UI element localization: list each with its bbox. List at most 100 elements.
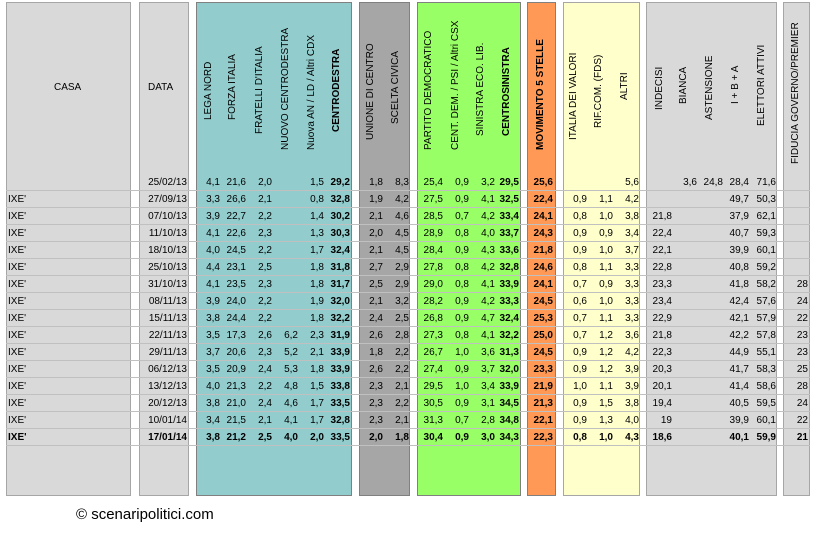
table-cell [672,361,697,378]
table-cell: 3,9 [206,296,220,307]
header-casa: CASA [54,82,82,93]
header-fratelli-italia: FRATELLI D'ITALIA [254,46,265,134]
centro-panel [359,2,410,496]
table-cell: 28,2 [423,296,443,307]
table-cell: 33,8 [330,381,350,392]
table-cell: 2,5 [395,313,409,324]
header-sel: SINISTRA ECO. LIB. [475,42,486,136]
table-cell: 59,9 [756,432,776,443]
table-cell: 40,5 [729,398,749,409]
table-cell: 3,8 [625,211,639,222]
table-cell: 2,1 [369,245,383,256]
table-cell: 4,2 [481,262,495,273]
table-cell: 0,8 [573,432,587,443]
table-cell: 22,8 [652,262,672,273]
table-cell: 2,0 [369,228,383,239]
table-row: IXE' 20/12/13 3,8 21,0 2,4 4,6 1,7 33,5 2,3 2,2 30… [0,395,830,412]
table-cell: 24,1 [533,279,553,290]
header-indecisi: INDECISI [654,66,665,110]
table-cell: 23,3 [652,279,672,290]
table-cell: 4,0 [625,415,639,426]
row-separator [6,428,810,429]
table-cell: 3,9 [206,211,220,222]
table-cell: 2,3 [369,398,383,409]
table-cell: 1,5 [599,398,613,409]
table-cell: 2,6 [369,364,383,375]
table-cell: 4,1 [481,330,495,341]
table-cell: 57,6 [756,296,776,307]
table-cell: 2,2 [258,211,272,222]
table-cell: 39,9 [729,245,749,256]
table-cell: IXE' [8,432,27,443]
table-cell: 2,3 [369,381,383,392]
table-row: IXE' 17/01/14 3,8 21,2 2,5 4,0 2,0 33,5 2,0 1,8 30… [0,429,830,446]
table-cell: 3,4 [481,381,495,392]
table-cell: 1,8 [369,347,383,358]
table-cell: 4,0 [206,245,220,256]
table-cell: 20/12/13 [148,398,187,409]
table-cell [697,327,723,344]
table-cell: IXE' [8,211,27,222]
table-cell: 40,8 [729,262,749,273]
table-cell: 29,5 [499,177,519,188]
table-cell: 3,8 [206,432,220,443]
table-row: IXE' 15/11/13 3,8 24,4 2,2 1,8 32,2 2,4 2,5 26,8 0… [0,310,830,327]
table-cell [272,276,298,293]
table-cell: 4,2 [625,194,639,205]
table-cell: 0,9 [573,364,587,375]
table-cell: 19,4 [652,398,672,409]
table-cell: 30,3 [330,228,350,239]
table-cell: 34,8 [499,415,519,426]
table-cell: 1,9 [369,194,383,205]
table-cell: 3,3 [625,296,639,307]
table-cell: 1,0 [455,347,469,358]
table-cell: 27,3 [423,330,443,341]
table-cell [697,225,723,242]
table-cell: 0,7 [455,415,469,426]
table-cell: 49,7 [729,194,749,205]
table-row: IXE' 06/12/13 3,5 20,9 2,4 5,3 1,8 33,9 2,6 2,2 27… [0,361,830,378]
table-cell: 22/11/13 [148,330,187,341]
m5s-panel [527,2,556,496]
table-cell: 0,9 [573,228,587,239]
table-cell: 22,1 [652,245,672,256]
table-cell: 29,0 [423,279,443,290]
table-cell: 2,1 [369,211,383,222]
table-cell: 26,7 [423,347,443,358]
table-cell: 41,8 [729,279,749,290]
table-cell: 2,1 [310,347,324,358]
table-cell: 27,4 [423,364,443,375]
table-cell [697,208,723,225]
centrosinistra-panel [417,2,521,496]
table-cell: 4,6 [284,398,298,409]
table-cell: 3,0 [481,432,495,443]
header-scelta-civica: SCELTA CIVICA [390,51,401,124]
row-separator [6,275,810,276]
table-cell: 0,6 [573,296,587,307]
table-cell: 1,7 [310,398,324,409]
table-cell: 41,4 [729,381,749,392]
table-cell: 1,8 [395,432,409,443]
table-cell: 59,3 [756,228,776,239]
table-row: IXE' 08/11/13 3,9 24,0 2,2 1,9 32,0 2,1 3,2 28,2 0… [0,293,830,310]
table-cell: 28 [796,279,808,290]
table-cell [783,191,808,208]
table-cell: 18/10/13 [148,245,187,256]
table-cell: 25,3 [533,313,553,324]
header-altri: ALTRI [619,72,630,100]
table-cell [672,293,697,310]
table-cell: 20,1 [652,381,672,392]
table-cell: 33,9 [330,347,350,358]
row-separator [6,207,810,208]
table-cell [783,174,808,191]
table-cell: 59,5 [756,398,776,409]
table-cell: 3,7 [481,364,495,375]
table-cell [697,378,723,395]
table-cell: 20,3 [652,364,672,375]
table-cell: 21,8 [533,245,553,256]
table-cell: 28 [796,381,808,392]
table-cell: 07/10/13 [148,211,187,222]
table-cell: 24,4 [226,313,246,324]
table-cell: 26,8 [423,313,443,324]
table-cell: 33,4 [499,211,519,222]
